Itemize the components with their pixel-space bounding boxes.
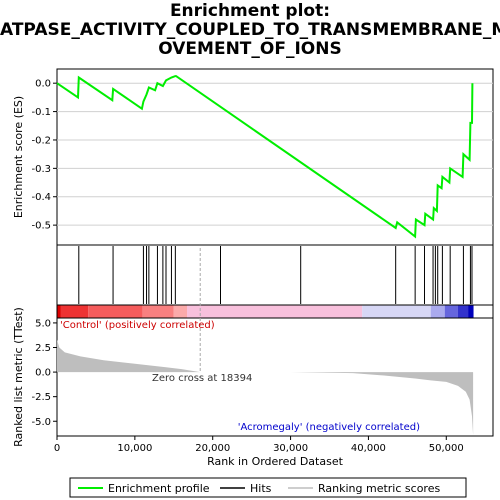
heatmap-band xyxy=(457,305,469,318)
legend-box xyxy=(69,477,467,498)
legend: Enrichment profile Hits Ranking metric s… xyxy=(69,477,467,498)
heatmap-band xyxy=(187,305,363,318)
x-tick-label: 20,000 xyxy=(195,443,230,454)
es-tick-label: -0.5 xyxy=(31,221,51,232)
metric-tick-label: 5.0 xyxy=(35,318,51,329)
negative-correlation-label: 'Acromegaly' (negatively correlated) xyxy=(238,422,420,433)
heatmap-band xyxy=(468,305,474,318)
metric-tick-label: 0.0 xyxy=(35,368,51,379)
es-tick-label: 0.0 xyxy=(35,79,51,90)
es-tick-label: -0.2 xyxy=(31,135,51,146)
x-axis: 0 10,000 20,000 30,000 40,000 50,000 Rank in … xyxy=(54,436,464,468)
heatmap-band xyxy=(173,305,188,318)
x-axis-label: Rank in Ordered Dataset xyxy=(207,455,344,468)
es-tick-label: -0.4 xyxy=(31,192,51,203)
legend-enrichment-label: Enrichment profile xyxy=(108,482,210,495)
heatmap-band xyxy=(430,305,445,318)
metric-tick-label: 2.5 xyxy=(35,343,51,354)
legend-metric-label: Ranking metric scores xyxy=(318,482,440,495)
x-tick-label: 50,000 xyxy=(429,443,464,454)
x-tick-label: 30,000 xyxy=(273,443,308,454)
positive-correlation-label: 'Control' (positively correlated) xyxy=(60,320,215,331)
title-line-3: OVEMENT_OF_IONS xyxy=(158,39,342,59)
enrichment-frame xyxy=(56,68,494,246)
metric-panel: 5.0 2.5 0.0 -2.5 -5.0 'Control' (positively … xyxy=(12,248,494,447)
legend-hits-label: Hits xyxy=(250,482,272,495)
rank-heatmap-bar xyxy=(56,304,494,319)
x-tick-label: 0 xyxy=(54,443,60,454)
es-axis-label: Enrichment score (ES) xyxy=(12,96,25,218)
hits-frame xyxy=(56,244,494,306)
enrichment-panel: 0.0 -0.1 -0.2 -0.3 -0.4 -0.5 Enrichment score… xyxy=(12,68,494,246)
heatmap-band xyxy=(57,305,61,318)
chart-title: Enrichment plot: ATPASE_ACTIVITY_COUPLED… xyxy=(0,2,500,59)
x-tick-label: 10,000 xyxy=(117,443,152,454)
hits-panel xyxy=(56,244,494,306)
title-line-1: Enrichment plot: xyxy=(169,1,331,21)
enrichment-profile-line xyxy=(56,75,474,239)
es-tick-label: -0.1 xyxy=(31,107,51,118)
title-line-2: ATPASE_ACTIVITY_COUPLED_TO_TRANSMEMBRANE… xyxy=(0,20,500,40)
x-tick-label: 40,000 xyxy=(351,443,386,454)
metric-tick-label: -5.0 xyxy=(31,417,51,428)
es-tick-label: -0.3 xyxy=(31,164,51,175)
metric-tick-label: -2.5 xyxy=(31,392,51,403)
heatmap-band xyxy=(60,305,89,318)
heatmap-band xyxy=(88,305,143,318)
heatmap-band xyxy=(142,305,174,318)
metric-axis-label: Ranked list metric (TTest) xyxy=(12,307,25,447)
heatmap-band xyxy=(362,305,431,318)
heatmap-band xyxy=(444,305,458,318)
zero-cross-label: Zero cross at 18394 xyxy=(152,373,252,384)
